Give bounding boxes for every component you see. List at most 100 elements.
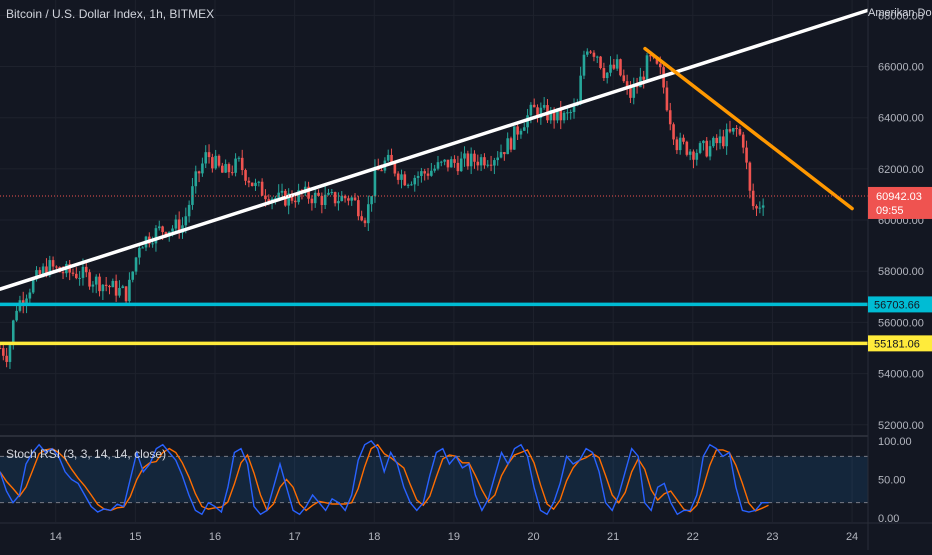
candle-body: [240, 157, 244, 171]
candle-body: [486, 164, 490, 166]
candle-body: [357, 200, 360, 217]
candle-body: [493, 160, 496, 166]
candle-body: [171, 228, 174, 232]
candle-body: [390, 154, 393, 163]
candle-body: [675, 139, 679, 151]
candle-body: [337, 201, 340, 204]
candle-body: [715, 137, 718, 144]
last-price-label-bg: [868, 186, 932, 219]
candle-body: [751, 190, 755, 207]
candle-body: [227, 164, 231, 173]
candle-body: [267, 199, 271, 203]
candle-body: [297, 190, 300, 203]
candle-body: [698, 143, 702, 153]
candle-body: [108, 285, 111, 288]
candle-body: [668, 110, 672, 125]
candle-body: [562, 112, 566, 121]
candle-body: [595, 56, 599, 58]
x-tick-label: 17: [289, 531, 301, 543]
candle-body: [738, 129, 742, 135]
candle-body: [247, 180, 251, 183]
candle-body: [217, 155, 221, 166]
candle-body: [413, 177, 417, 185]
rsi-y-tick-label: 100.00: [878, 436, 912, 448]
candle-body: [619, 59, 622, 76]
candle-body: [605, 72, 609, 79]
x-tick-label: 24: [846, 531, 858, 543]
candle-body: [363, 220, 367, 224]
candle-body: [11, 320, 15, 346]
candle-body: [201, 163, 204, 174]
y-tick-label: 64000.00: [878, 113, 924, 125]
candle-body: [154, 228, 158, 244]
candle-body: [0, 348, 2, 349]
candle-body: [207, 152, 211, 158]
candle-body: [695, 152, 699, 160]
candle-body: [539, 107, 543, 118]
candle-body: [330, 192, 334, 194]
candle-body: [161, 226, 164, 233]
candle-body: [682, 137, 685, 142]
candle-body: [688, 151, 692, 155]
stoch-d-line: [0, 443, 769, 513]
candle-body: [360, 216, 363, 221]
candle-body: [439, 161, 443, 163]
x-tick-label: 23: [766, 531, 778, 543]
x-tick-label: 20: [527, 531, 539, 543]
y-tick-label: 56000.00: [878, 317, 924, 329]
candle-body: [237, 157, 241, 159]
x-tick-label: 21: [607, 531, 619, 543]
candle-body: [443, 159, 446, 162]
candle-body: [599, 56, 602, 69]
candle-body: [705, 140, 709, 157]
candle-body: [718, 136, 722, 144]
candle-body: [416, 175, 420, 178]
candle-body: [549, 110, 553, 121]
candle-body: [386, 154, 390, 161]
candle-body: [61, 272, 65, 274]
candle-body: [131, 271, 135, 280]
candle-body: [121, 286, 125, 288]
candle-body: [45, 266, 48, 276]
candle-body: [625, 81, 629, 87]
candle-body: [307, 186, 310, 199]
candle-body: [678, 137, 682, 151]
candle-body: [353, 197, 357, 201]
candle-body: [187, 204, 191, 217]
candle-body: [665, 87, 669, 111]
candle-body: [456, 162, 460, 172]
candle-body: [473, 153, 476, 162]
candle-body: [489, 164, 493, 166]
candle-body: [104, 284, 108, 286]
candle-body: [642, 76, 646, 80]
candle-body: [274, 197, 277, 199]
candle-body: [28, 292, 32, 299]
candle-body: [71, 272, 75, 274]
candle-body: [725, 129, 728, 147]
candle-body: [496, 157, 500, 161]
last-price-value: 60942.03: [876, 191, 922, 203]
candle-body: [556, 108, 559, 121]
candle-body: [658, 63, 662, 68]
y-tick-label: 68000.00: [878, 10, 924, 22]
candle-body: [748, 162, 752, 191]
candle-body: [426, 173, 430, 176]
candle-body: [287, 193, 290, 206]
candle-body: [320, 195, 324, 206]
candle-body: [118, 287, 121, 296]
candle-body: [234, 158, 237, 173]
rsi-band-fill: [0, 456, 868, 503]
candle-body: [672, 124, 675, 140]
candle-body: [423, 171, 427, 174]
support-high-label-bg: [868, 296, 932, 313]
x-tick-label: 14: [50, 531, 62, 543]
candle-body: [569, 112, 573, 114]
candle-body: [566, 112, 569, 114]
candle-body: [224, 164, 227, 173]
candle-body: [589, 51, 592, 53]
candle-body: [572, 105, 576, 113]
candle-body: [157, 226, 161, 229]
candle-body: [436, 162, 440, 169]
candle-body: [257, 181, 261, 183]
candle-body: [31, 279, 35, 293]
